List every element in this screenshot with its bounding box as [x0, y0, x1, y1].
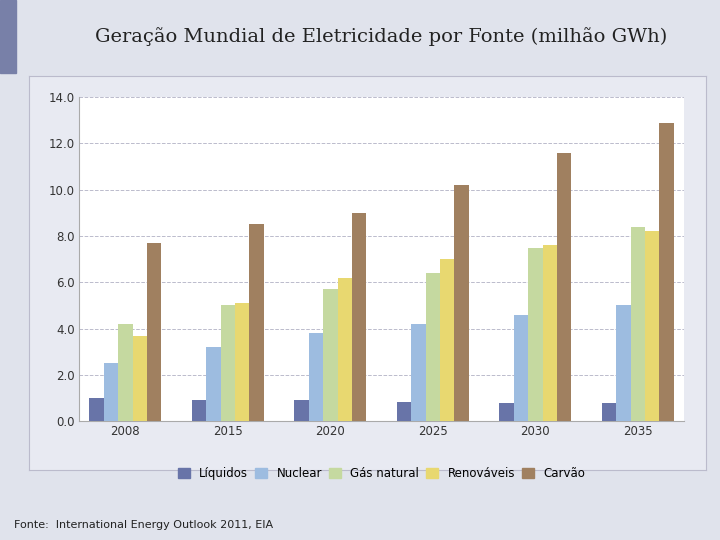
Bar — [220, 306, 235, 421]
Bar — [426, 273, 440, 421]
Bar — [397, 402, 411, 421]
Text: Geração Mundial de Eletricidade por Fonte (milhão GWh): Geração Mundial de Eletricidade por Font… — [96, 27, 667, 46]
Bar — [557, 153, 571, 421]
Bar — [0, 0, 16, 73]
Bar — [104, 363, 118, 421]
Bar — [645, 232, 660, 421]
Bar — [454, 185, 469, 421]
Bar — [660, 123, 674, 421]
Bar — [118, 324, 132, 421]
Bar — [352, 213, 366, 421]
Bar — [323, 289, 338, 421]
Legend: Líquidos, Nuclear, Gás natural, Renováveis, Carvão: Líquidos, Nuclear, Gás natural, Renováve… — [178, 467, 585, 480]
Bar — [616, 306, 631, 421]
Bar — [89, 398, 104, 421]
Bar — [338, 278, 352, 421]
Bar — [411, 324, 426, 421]
Bar — [147, 243, 161, 421]
Text: Fonte:  International Energy Outlook 2011, EIA: Fonte: International Energy Outlook 2011… — [14, 520, 274, 530]
Bar — [500, 403, 514, 421]
Bar — [514, 315, 528, 421]
Bar — [543, 245, 557, 421]
Bar — [294, 400, 309, 421]
Bar — [602, 403, 616, 421]
Bar — [249, 225, 264, 421]
Bar — [631, 227, 645, 421]
Bar — [235, 303, 249, 421]
Bar — [207, 347, 220, 421]
Bar — [192, 400, 207, 421]
Bar — [132, 335, 147, 421]
Bar — [309, 333, 323, 421]
Bar — [528, 248, 543, 421]
Bar — [440, 259, 454, 421]
